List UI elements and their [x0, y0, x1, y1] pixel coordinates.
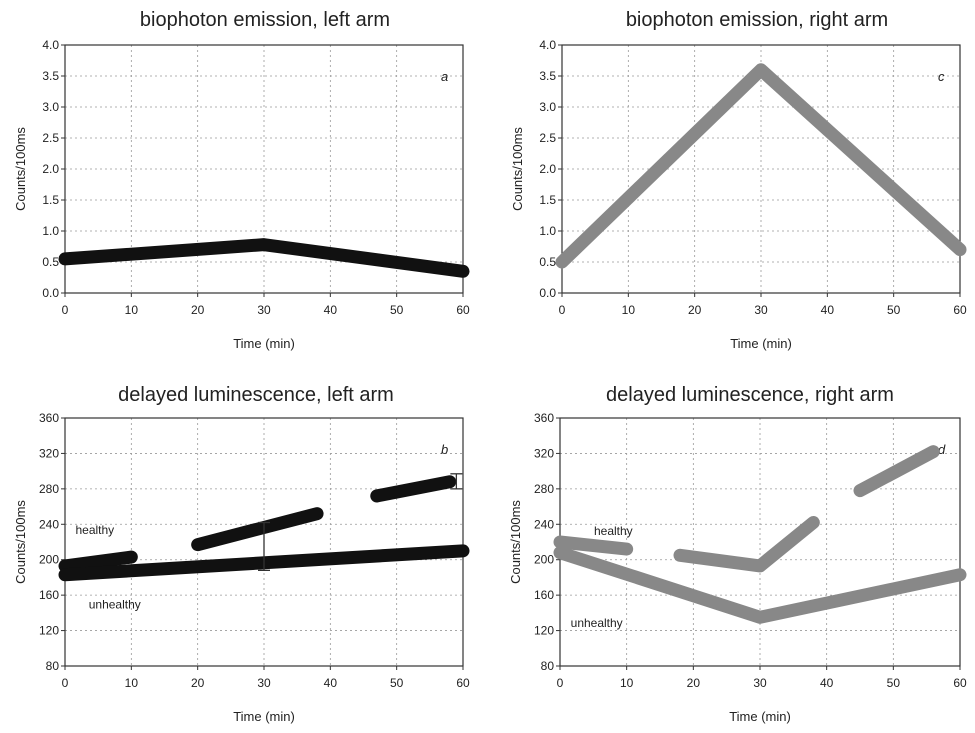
- y-tick-label: 240: [39, 517, 59, 531]
- y-axis-label: Counts/100ms: [510, 127, 525, 211]
- x-tick-label: 0: [559, 303, 566, 317]
- x-tick-label: 0: [62, 303, 69, 317]
- series-line-0: [58, 238, 470, 278]
- y-axis-label: Counts/100ms: [13, 127, 28, 211]
- y-tick-label: 4.0: [42, 38, 59, 52]
- chart-panel-a: biophoton emission, left arm 0 10 20 30 40 50 6…: [13, 9, 470, 351]
- chart-title: delayed luminescence, left arm: [118, 384, 394, 406]
- series-line-1: [673, 516, 820, 573]
- y-tick-label: 3.5: [42, 69, 59, 83]
- chart-title: delayed luminescence, right arm: [606, 384, 894, 406]
- x-tick-label: 50: [390, 303, 404, 317]
- x-tick-label: 10: [125, 303, 139, 317]
- x-axis-label: Time (min): [729, 709, 791, 724]
- x-tick-label: 30: [257, 676, 271, 690]
- x-tick-label: 60: [953, 676, 967, 690]
- y-tick-label: 360: [39, 411, 59, 425]
- y-tick-label: 200: [534, 553, 554, 567]
- x-tick-label: 20: [191, 303, 205, 317]
- annotation-healthy: healthy: [75, 523, 114, 537]
- x-tick-label: 10: [125, 676, 139, 690]
- y-tick-label: 2.0: [42, 162, 59, 176]
- y-tick-label: 320: [534, 446, 554, 460]
- series-line-0: [555, 63, 967, 269]
- y-tick-label: 1.5: [42, 193, 59, 207]
- y-tick-label: 0.5: [539, 255, 556, 269]
- y-tick-label: 2.0: [539, 162, 556, 176]
- x-tick-label: 40: [324, 676, 338, 690]
- chart-title: biophoton emission, right arm: [626, 9, 888, 31]
- x-tick-label: 40: [821, 303, 835, 317]
- y-tick-label: 4.0: [539, 38, 556, 52]
- series-line-2: [370, 475, 457, 503]
- x-tick-label: 30: [754, 303, 768, 317]
- y-tick-label: 360: [534, 411, 554, 425]
- y-tick-label: 280: [39, 482, 59, 496]
- x-tick-label: 40: [820, 676, 834, 690]
- y-tick-label: 160: [534, 588, 554, 602]
- chart-panel-c: biophoton emission, right arm 0 10 20 30 40 50…: [510, 9, 967, 351]
- y-tick-label: 320: [39, 446, 59, 460]
- chart-panel-d: delayed luminescence, right arm 0 10 20 30 40…: [508, 384, 967, 724]
- y-tick-label: 1.0: [539, 224, 556, 238]
- x-tick-label: 10: [622, 303, 636, 317]
- x-tick-label: 0: [62, 676, 69, 690]
- y-tick-label: 1.5: [539, 193, 556, 207]
- y-tick-label: 3.0: [42, 100, 59, 114]
- series-line-3: [553, 546, 967, 624]
- x-axis-label: Time (min): [730, 336, 792, 351]
- y-tick-label: 120: [534, 624, 554, 638]
- y-tick-label: 120: [39, 624, 59, 638]
- y-tick-label: 3.5: [539, 69, 556, 83]
- panel-letter: d: [938, 442, 946, 457]
- x-tick-label: 0: [557, 676, 564, 690]
- x-tick-label: 60: [456, 676, 470, 690]
- error-bar: [258, 521, 270, 571]
- x-tick-label: 60: [456, 303, 470, 317]
- series-line-1: [191, 507, 324, 552]
- y-tick-label: 240: [534, 517, 554, 531]
- x-tick-label: 20: [191, 676, 205, 690]
- x-tick-label: 50: [887, 676, 901, 690]
- y-tick-label: 200: [39, 553, 59, 567]
- y-tick-label: 1.0: [42, 224, 59, 238]
- panel-letter: c: [938, 69, 945, 84]
- x-tick-label: 30: [753, 676, 767, 690]
- y-tick-label: 2.5: [42, 131, 59, 145]
- annotation-unhealthy: unhealthy: [571, 616, 623, 630]
- y-tick-label: 0.5: [42, 255, 59, 269]
- chart-title: biophoton emission, left arm: [140, 9, 390, 31]
- y-tick-label: 3.0: [539, 100, 556, 114]
- y-tick-label: 280: [534, 482, 554, 496]
- x-tick-label: 40: [324, 303, 338, 317]
- y-tick-label: 2.5: [539, 131, 556, 145]
- y-tick-label: 0.0: [539, 286, 556, 300]
- y-tick-label: 80: [46, 659, 60, 673]
- y-axis-label: Counts/100ms: [13, 500, 28, 584]
- series-line-2: [853, 445, 940, 498]
- x-tick-label: 20: [687, 676, 701, 690]
- x-tick-label: 30: [257, 303, 271, 317]
- y-tick-label: 80: [541, 659, 555, 673]
- annotation-healthy: healthy: [594, 524, 633, 538]
- x-tick-label: 50: [887, 303, 901, 317]
- y-tick-label: 160: [39, 588, 59, 602]
- error-bar: [450, 473, 463, 490]
- chart-panel-b: delayed luminescence, left arm 0 10 20 30 40 5…: [13, 384, 470, 724]
- x-tick-label: 50: [390, 676, 404, 690]
- y-axis-label: Counts/100ms: [508, 500, 523, 584]
- annotation-unhealthy: unhealthy: [89, 597, 141, 611]
- x-tick-label: 10: [620, 676, 634, 690]
- panel-letter: b: [441, 442, 448, 457]
- y-tick-label: 0.0: [42, 286, 59, 300]
- series-line-0: [553, 535, 634, 556]
- series-line-0: [58, 550, 138, 573]
- x-tick-label: 60: [953, 303, 967, 317]
- x-axis-label: Time (min): [233, 709, 295, 724]
- x-axis-label: Time (min): [233, 336, 295, 351]
- x-tick-label: 20: [688, 303, 702, 317]
- panel-letter: a: [441, 69, 448, 84]
